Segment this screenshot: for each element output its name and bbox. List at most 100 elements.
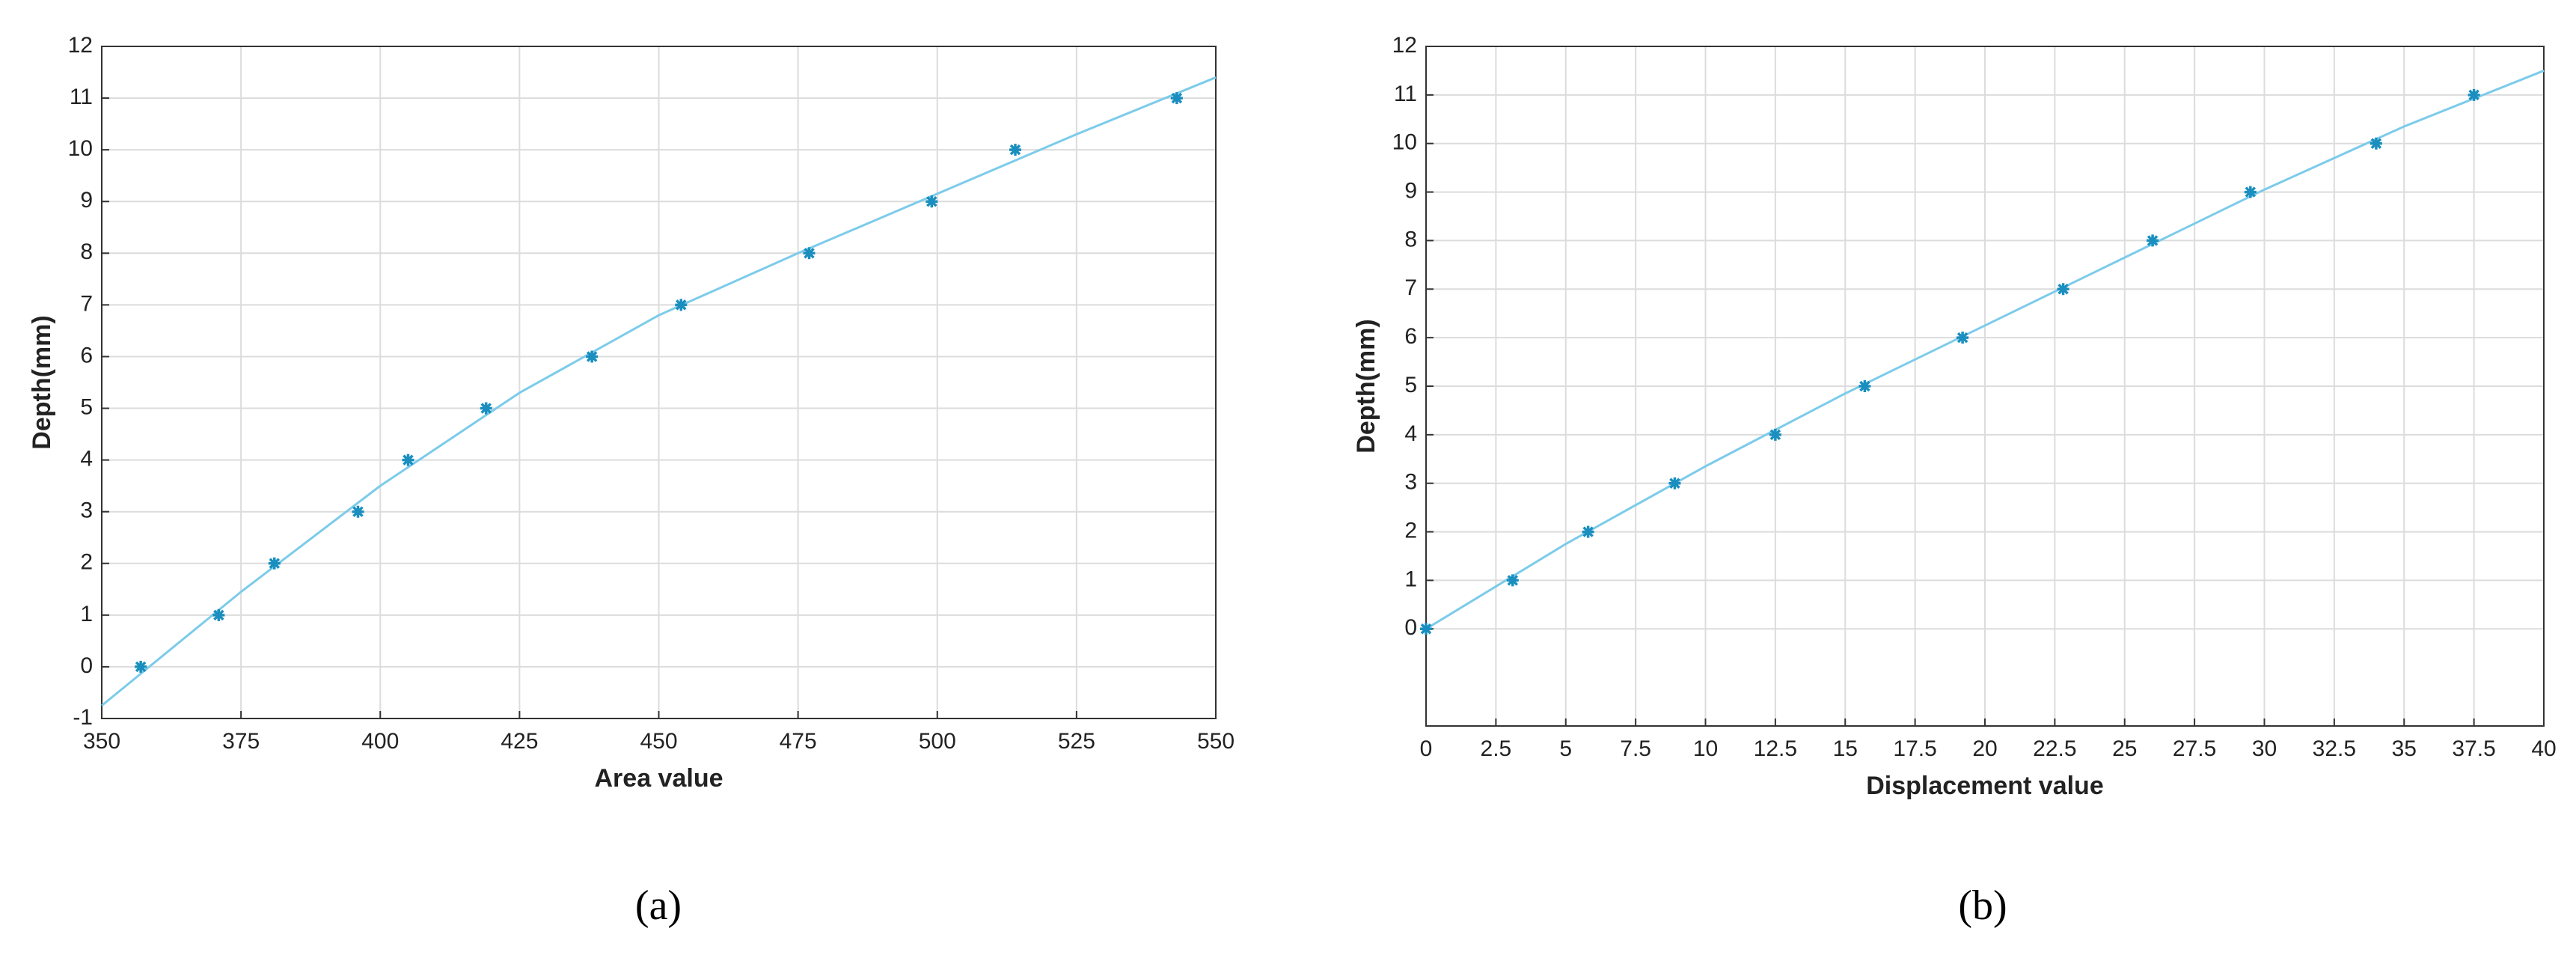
marker-shape [2057, 283, 2069, 296]
y-tick-label: 3 [80, 498, 93, 523]
y-tick-label: 2 [1404, 518, 1417, 543]
data-point [135, 660, 147, 673]
y-tick-label: 8 [80, 239, 93, 264]
y-tick-label: 0 [1404, 615, 1417, 640]
marker-shape [268, 557, 281, 570]
data-point [1170, 92, 1183, 105]
caption: (a) [635, 882, 682, 929]
data-point [2057, 283, 2069, 296]
x-tick-label: 525 [1058, 729, 1095, 754]
y-tick-label: -1 [73, 705, 93, 730]
data-point [2147, 234, 2159, 247]
x-tick-label: 35 [2392, 736, 2417, 761]
x-tick-label: 400 [361, 729, 399, 754]
plot-border [1425, 46, 2545, 727]
y-tick-label: 9 [1404, 178, 1417, 203]
y-tick-label: 7 [80, 291, 93, 316]
marker-shape [352, 505, 364, 518]
y-tick-label: 11 [70, 85, 93, 109]
x-tick-label: 30 [2252, 736, 2277, 761]
y-tick-label: 11 [1394, 82, 1417, 106]
y-tick-label: 6 [80, 343, 93, 367]
x-tick-label: 22.5 [2033, 736, 2076, 761]
y-tick-label: 12 [1392, 33, 1417, 58]
x-tick-label: 2.5 [1481, 736, 1512, 761]
y-tick-label: 5 [1404, 373, 1417, 397]
y-tick-label: 9 [80, 188, 93, 213]
x-tick-label: 425 [501, 729, 538, 754]
y-tick-label: 0 [80, 653, 93, 678]
y-axis-label: Depth(mm) [28, 315, 56, 449]
x-tick-label: 450 [640, 729, 677, 754]
y-tick-label: 2 [80, 550, 93, 575]
marker-shape [1668, 477, 1681, 489]
marker-shape [1420, 623, 1432, 635]
data-point [1009, 144, 1021, 156]
y-tick-label: 12 [68, 33, 93, 58]
y-tick-label: 4 [80, 447, 93, 472]
x-tick-label: 32.5 [2313, 736, 2356, 761]
marker-shape [1582, 525, 1594, 538]
y-tick-label: 8 [1404, 227, 1417, 251]
x-tick-label: 17.5 [1893, 736, 1936, 761]
x-tick-label: 27.5 [2173, 736, 2216, 761]
y-tick-label: 7 [1404, 275, 1417, 300]
y-tick-label: 4 [1404, 421, 1417, 446]
data-point [212, 608, 225, 621]
data-point [803, 247, 816, 260]
data-point [1582, 525, 1594, 538]
x-axis-label: Area value [595, 764, 723, 793]
x-axis-label: Displacement value [1866, 772, 2103, 800]
fit-curve [1425, 70, 2545, 630]
data-point [586, 350, 599, 363]
x-tick-label: 10 [1693, 736, 1718, 761]
marker-shape [2370, 137, 2382, 150]
marker-shape [1957, 332, 1969, 344]
data-point [1858, 380, 1871, 392]
marker-shape [675, 299, 688, 311]
data-point [2468, 88, 2480, 101]
marker-shape [1170, 92, 1183, 105]
data-point [352, 505, 364, 518]
marker-shape [926, 195, 938, 208]
x-tick-label: 5 [1559, 736, 1572, 761]
x-tick-label: 350 [83, 729, 120, 754]
data-point [2370, 137, 2382, 150]
x-tick-label: 12.5 [1754, 736, 1797, 761]
y-tick-label: 1 [80, 602, 93, 626]
data-point [1506, 574, 1519, 587]
data-point [675, 299, 688, 311]
data-point [2244, 186, 2257, 198]
marker-shape [402, 454, 414, 466]
x-tick-label: 40 [2531, 736, 2556, 761]
y-tick-label: 10 [1392, 130, 1417, 155]
marker-shape [586, 350, 599, 363]
y-tick-label: 10 [68, 136, 93, 161]
data-point [480, 402, 492, 415]
y-tick-label: 1 [1404, 567, 1417, 591]
y-axis-label: Depth(mm) [1352, 319, 1380, 453]
marker-shape [2147, 234, 2159, 247]
x-tick-label: 0 [1420, 736, 1433, 761]
marker-shape [1769, 428, 1781, 441]
marker-shape [480, 402, 492, 415]
data-point [926, 195, 938, 208]
marker-shape [212, 608, 225, 621]
marker-shape [2244, 186, 2257, 198]
x-tick-label: 7.5 [1620, 736, 1651, 761]
marker-shape [1009, 144, 1021, 156]
data-point [1420, 623, 1432, 635]
x-tick-label: 500 [919, 729, 956, 754]
x-tick-label: 25 [2112, 736, 2137, 761]
marker-shape [2468, 88, 2480, 101]
marker-shape [1858, 380, 1871, 392]
x-tick-label: 37.5 [2452, 736, 2495, 761]
y-tick-label: 3 [1404, 470, 1417, 495]
data-point [1769, 428, 1781, 441]
plot-border [101, 46, 1217, 719]
fit-curve [101, 76, 1217, 707]
x-tick-label: 475 [780, 729, 817, 754]
data-point [1957, 332, 1969, 344]
